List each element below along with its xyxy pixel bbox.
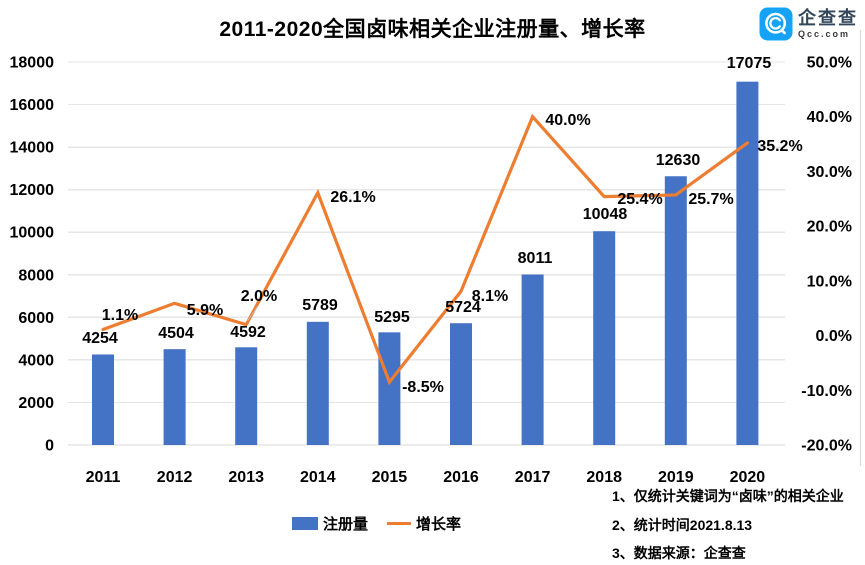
right-axis-tick: 20.0%	[807, 219, 852, 236]
bar-value-label: 4254	[82, 330, 118, 347]
x-axis-year-label: 2012	[157, 469, 193, 486]
logo-ring	[765, 12, 787, 34]
left-axis-tick: 8000	[18, 267, 54, 284]
x-axis-year-label: 2014	[300, 469, 336, 486]
right-axis-tick: 0.0%	[816, 328, 852, 345]
right-axis-tick: -10.0%	[801, 383, 852, 400]
bar-value-label: 17075	[727, 55, 772, 72]
logo-q-tail	[780, 28, 786, 35]
bar-2013	[235, 347, 258, 445]
x-axis-year-label: 2011	[86, 469, 121, 486]
label-leader-line	[247, 305, 259, 322]
chart-title: 2011-2020全国卤味相关企业注册量、增长率	[219, 18, 646, 41]
x-axis-year-label: 2013	[228, 469, 264, 486]
bar-value-label: 4504	[158, 325, 194, 342]
legend-bar-label: 注册量	[323, 516, 369, 533]
footnotes: 1、仅统计关键词为“卤味”的相关企业 2、统计时间2021.8.13 3、数据来…	[612, 482, 844, 565]
growth-rate-label: -8.5%	[402, 379, 444, 396]
bar-2014	[306, 321, 329, 445]
bar-2011	[92, 354, 114, 445]
x-axis-year-label: 2020	[730, 469, 766, 486]
bar-value-label: 5789	[302, 297, 338, 314]
legend-bar-swatch	[292, 517, 318, 530]
bar-2012	[163, 349, 186, 445]
bar-2018	[593, 231, 616, 445]
right-axis-tick: 30.0%	[807, 164, 852, 181]
right-axis-tick: 40.0%	[807, 109, 852, 126]
left-axis-tick: 2000	[18, 395, 54, 412]
bar-value-label: 5295	[374, 309, 410, 326]
qcc-logo-text: 企查查 Qcc.com	[798, 9, 858, 39]
growth-rate-label: 1.1%	[102, 307, 138, 324]
growth-rate-label: 40.0%	[545, 112, 590, 129]
bar-value-label: 4592	[230, 324, 266, 341]
bar-value-label: 8011	[518, 250, 553, 267]
legend-line-swatch	[387, 522, 412, 525]
left-axis-tick: 16000	[10, 97, 55, 114]
x-axis-year-label: 2015	[372, 469, 408, 486]
x-axis-year-label: 2018	[586, 469, 622, 486]
growth-rate-label: 26.1%	[330, 189, 375, 206]
right-axis-tick: 10.0%	[807, 273, 852, 290]
right-axis-tick: -20.0%	[801, 438, 852, 455]
bar-value-label: 10048	[583, 206, 628, 223]
logo-c-mark	[769, 16, 781, 30]
left-axis-tick: 12000	[10, 182, 55, 199]
left-axis-tick: 18000	[10, 55, 55, 72]
growth-rate-label: 25.4%	[617, 191, 662, 208]
left-axis-tick: 0	[45, 438, 54, 455]
growth-rate-label: 2.0%	[241, 288, 277, 305]
chart-legend: 注册量 增长率	[292, 513, 461, 534]
bar-2020	[736, 81, 759, 445]
growth-rate-label: 35.2%	[757, 138, 802, 155]
footnote-1: 1、仅统计关键词为“卤味”的相关企业	[612, 488, 844, 504]
left-axis-tick: 10000	[10, 225, 55, 242]
qcc-logo-domain: Qcc.com	[798, 29, 851, 39]
bar-2017	[521, 274, 544, 445]
left-axis-tick: 4000	[18, 352, 54, 369]
footnote-3: 3、数据来源：企查查	[612, 545, 746, 561]
left-axis-tick: 6000	[18, 310, 54, 327]
bar-value-label: 12630	[656, 152, 701, 169]
legend-line-label: 增长率	[416, 516, 462, 533]
qcc-logo-name: 企查查	[798, 8, 858, 28]
qcc-logo: 企查查 Qcc.com	[759, 7, 858, 41]
growth-rate-label: 8.1%	[472, 288, 508, 305]
qcc-logo-icon	[759, 7, 793, 41]
growth-rate-label: 25.7%	[688, 191, 733, 208]
growth-rate-line	[101, 113, 750, 386]
bar-2015	[378, 332, 401, 445]
footnote-2: 2、统计时间2021.8.13	[612, 516, 753, 533]
x-axis-year-label: 2016	[443, 469, 479, 486]
x-axis-year-label: 2017	[515, 469, 551, 486]
bar-2016	[450, 323, 472, 445]
growth-rate-label: 5.9%	[187, 302, 223, 319]
bar-2019	[664, 176, 687, 446]
bar-value-label: 5724	[445, 299, 481, 316]
left-axis-tick: 14000	[10, 140, 55, 157]
right-axis-tick: 50.0%	[807, 55, 852, 72]
x-axis-year-label: 2019	[658, 469, 694, 486]
